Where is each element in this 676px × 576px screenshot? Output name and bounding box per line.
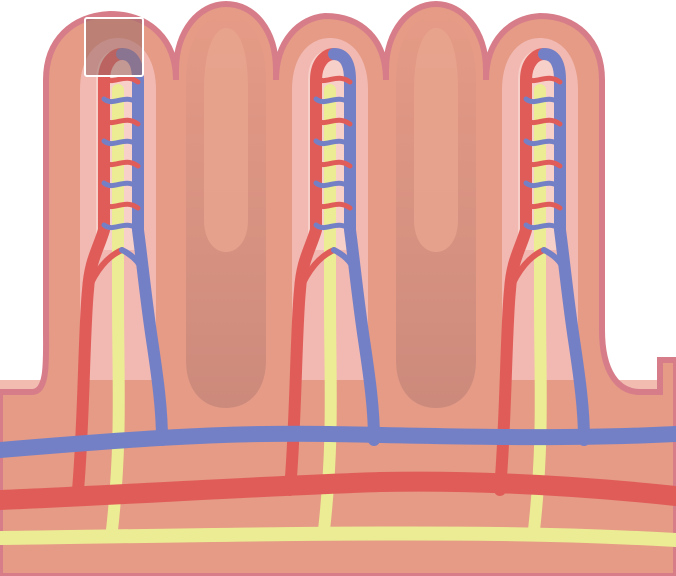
villus-2-venule <box>328 48 380 446</box>
villus-1-capillary-2 <box>101 96 141 106</box>
villus-3-capillary-4 <box>523 138 563 148</box>
villus-1-arteriole-branch <box>85 247 125 293</box>
villus-3-capillary-7 <box>523 201 563 211</box>
villus-1-capillary-6 <box>101 180 141 190</box>
villus-3-capillary-8 <box>523 222 563 232</box>
villus-3-capillary-3 <box>523 117 563 127</box>
villus-2-venule-branch <box>331 247 361 283</box>
villus-3-capillary-2 <box>523 96 563 106</box>
villus-3-capillary-1 <box>523 75 563 85</box>
villus-2-capillary-1 <box>313 75 353 85</box>
villus-1-capillary-1 <box>101 75 141 85</box>
villus-3-arteriole <box>494 48 550 496</box>
crypt-left-highlight <box>204 28 248 252</box>
villus-1-capillary-8 <box>101 222 141 232</box>
villus-1-capillary-4 <box>101 138 141 148</box>
villus-1-capillary-7 <box>101 201 141 211</box>
highlight-box <box>84 17 144 77</box>
villus-2-capillary-7 <box>313 201 353 211</box>
villus-2-capillary-5 <box>313 159 353 169</box>
villi-group <box>72 38 590 536</box>
villus-3-lacteal <box>528 84 547 536</box>
villus-2-arteriole <box>284 48 340 496</box>
artery-submucosal <box>0 471 676 510</box>
lymph-vessel-submucosal <box>0 526 676 547</box>
villus-1-capillary-3 <box>101 117 141 127</box>
villus-2-capillary-4 <box>313 138 353 148</box>
villus-2-capillary-2 <box>313 96 353 106</box>
villus-1-lacteal <box>106 84 125 536</box>
vein-submucosal <box>0 425 676 458</box>
villus-1-venule-branch <box>119 247 149 283</box>
villus-3-venule-branch <box>541 247 571 283</box>
villus-1-capillary-5 <box>101 159 141 169</box>
villus-2-lacteal <box>318 84 337 536</box>
villus-2-arteriole-branch <box>297 247 337 293</box>
villus-3-capillary-6 <box>523 180 563 190</box>
villus-2-capillary-8 <box>313 222 353 232</box>
villus-3-arteriole-branch <box>507 247 547 293</box>
villus-3-venule <box>538 48 590 446</box>
crypt-right-highlight <box>414 28 458 252</box>
villus-2-capillary-3 <box>313 117 353 127</box>
villus-3-capillary-5 <box>523 159 563 169</box>
villus-2-capillary-6 <box>313 180 353 190</box>
